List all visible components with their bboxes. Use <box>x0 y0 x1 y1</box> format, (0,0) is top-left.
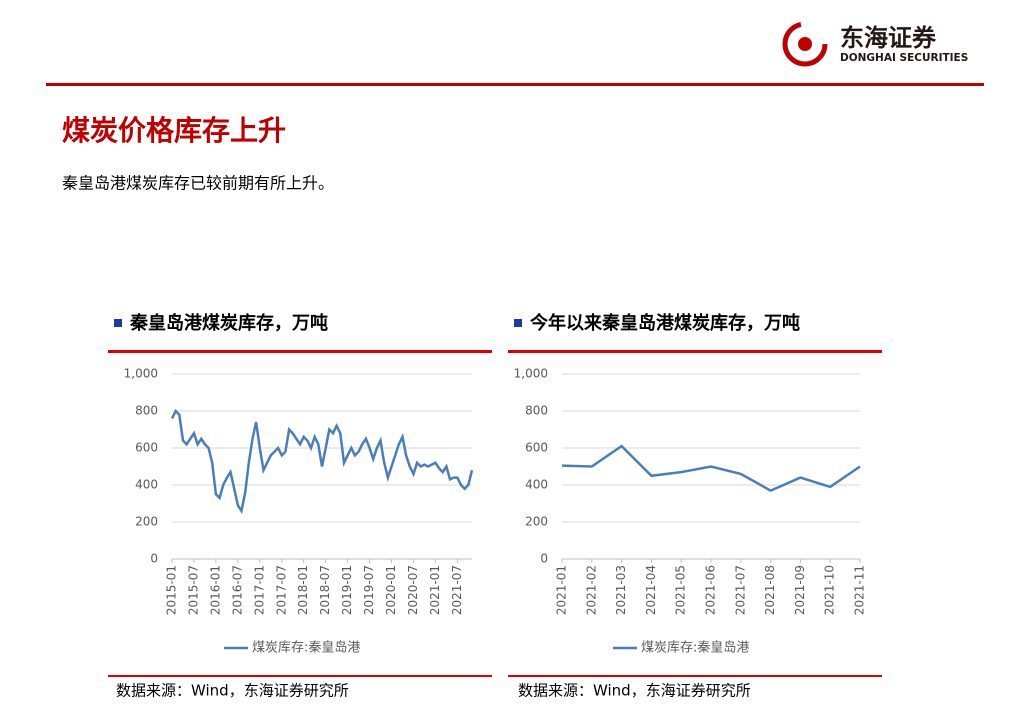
x-tick-label: 2021-11 <box>853 565 867 615</box>
x-tick-label: 2019-07 <box>362 565 376 615</box>
chart-rule <box>108 350 492 353</box>
x-tick-label: 2021-01 <box>555 565 569 615</box>
logo-dot <box>798 37 812 51</box>
header-rule <box>46 83 984 86</box>
logo-en: DONGHAI SECURITIES <box>840 52 968 64</box>
page-title: 煤炭价格库存上升 <box>62 114 286 147</box>
y-tick-label: 0 <box>540 552 548 566</box>
x-tick-label: 2017-07 <box>274 565 288 615</box>
y-tick-label: 400 <box>135 478 158 492</box>
x-tick-label: 2017-01 <box>252 565 266 615</box>
y-tick-label: 200 <box>525 515 548 529</box>
chart-title: 今年以来秦皇岛港煤炭库存，万吨 <box>530 312 800 334</box>
source: 数据来源：Wind，东海证券研究所 <box>116 682 349 700</box>
x-tick-label: 2021-05 <box>674 565 688 615</box>
x-tick-label: 2021-06 <box>704 565 718 615</box>
x-tick-label: 2021-01 <box>428 565 442 615</box>
x-tick-label: 2021-04 <box>644 565 658 615</box>
chart-rule <box>108 675 492 677</box>
x-tick-label: 2021-08 <box>763 565 777 615</box>
x-tick-label: 2020-01 <box>384 565 398 615</box>
x-tick-label: 2021-03 <box>614 565 628 615</box>
x-tick-label: 2021-02 <box>584 565 598 615</box>
chart-rule <box>508 350 882 353</box>
x-tick-label: 2019-01 <box>340 565 354 615</box>
y-tick-label: 800 <box>525 404 548 418</box>
chart-title: 秦皇岛港煤炭库存，万吨 <box>129 312 328 334</box>
logo: 东海证券 DONGHAI SECURITIES <box>782 21 968 67</box>
legend-label: 煤炭库存:秦皇岛港 <box>641 640 749 656</box>
x-tick-label: 2015-01 <box>165 565 179 615</box>
y-tick-label: 200 <box>135 515 158 529</box>
logo-mark <box>782 21 828 67</box>
chart-rule <box>508 675 882 677</box>
x-tick-label: 2021-10 <box>823 565 837 615</box>
line <box>561 444 861 492</box>
x-tick-label: 2021-07 <box>733 565 747 615</box>
y-tick-label: 400 <box>525 478 548 492</box>
y-tick-label: 600 <box>525 441 548 455</box>
x-tick-label: 2016-01 <box>208 565 222 615</box>
bullet <box>114 319 122 327</box>
y-tick-label: 1,000 <box>124 367 158 381</box>
y-tick-label: 800 <box>135 404 158 418</box>
x-tick-label: 2021-09 <box>793 565 807 615</box>
x-tick-label: 2015-07 <box>186 565 200 615</box>
legend-label: 煤炭库存:秦皇岛港 <box>252 640 360 656</box>
y-tick-label: 1,000 <box>514 367 548 381</box>
subtitle: 秦皇岛港煤炭库存已较前期有所上升。 <box>62 174 334 193</box>
bullet <box>514 319 522 327</box>
y-tick-label: 0 <box>150 552 158 566</box>
x-tick-label: 2018-07 <box>318 565 332 615</box>
x-tick-label: 2018-01 <box>296 565 310 615</box>
source: 数据来源：Wind，东海证券研究所 <box>518 682 751 700</box>
x-tick-label: 2020-07 <box>406 565 420 615</box>
logo-cn: 东海证券 <box>840 24 937 52</box>
x-tick-label: 2021-07 <box>450 565 464 615</box>
x-tick-label: 2016-07 <box>230 565 244 615</box>
line <box>170 408 474 515</box>
y-tick-label: 600 <box>135 441 158 455</box>
